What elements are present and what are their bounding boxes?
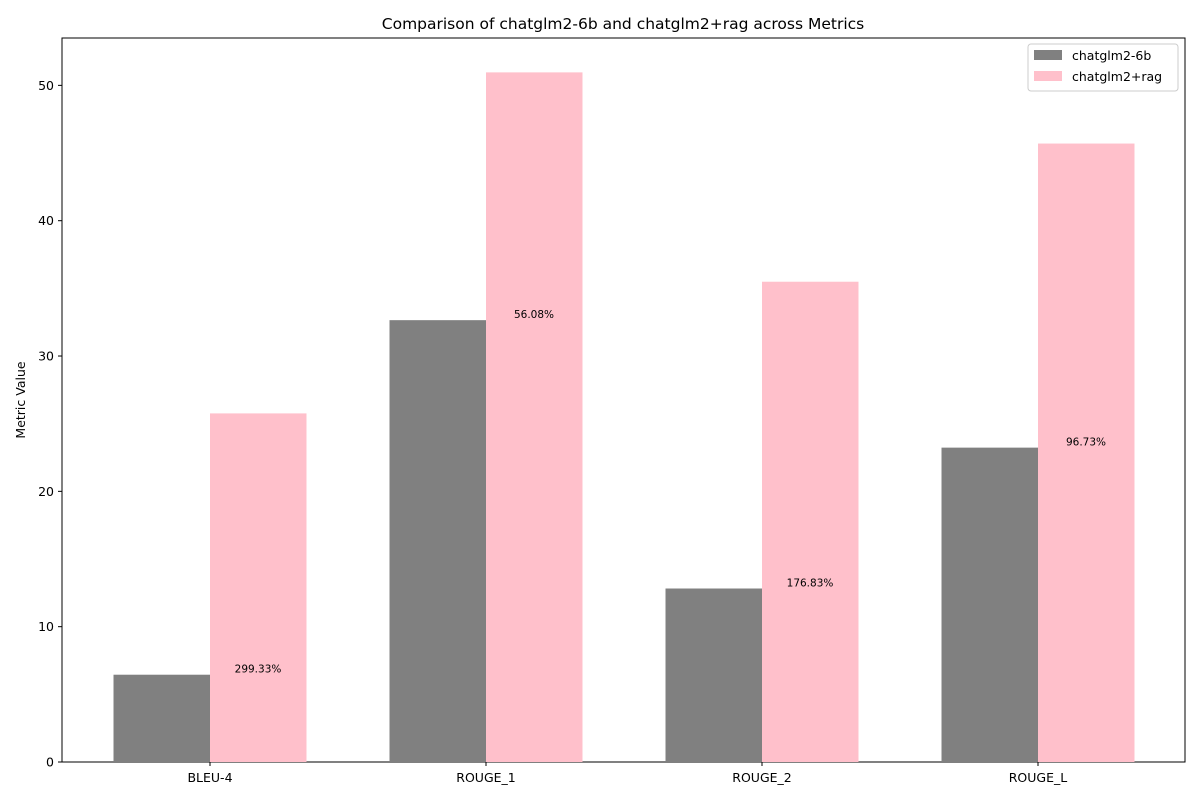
- legend-frame: [1027, 43, 1179, 92]
- x-tick-label: ROUGE_1: [456, 770, 515, 785]
- bar-chatglm2-rag-bleu-4: [210, 413, 307, 762]
- improvement-annotation: 299.33%: [235, 664, 282, 676]
- bar-chatglm2-6b-rouge-1: [389, 320, 486, 762]
- y-tick-label: 40: [38, 213, 54, 228]
- y-tick-label: 50: [38, 78, 54, 93]
- bar-chatglm2-6b-rouge-2: [665, 588, 762, 762]
- plot-area-frame: [61, 37, 1186, 763]
- chart-title: Comparison of chatglm2-6b and chatglm2+r…: [382, 15, 864, 33]
- y-axis-label: Metric Value: [13, 361, 28, 438]
- y-tick-label: 10: [38, 619, 54, 634]
- bar-chatglm2-6b-rouge-l: [941, 447, 1038, 762]
- improvement-annotation: 56.08%: [514, 309, 554, 321]
- bar-chatglm2-rag-rouge-l: [1038, 143, 1135, 762]
- x-tick-label: BLEU-4: [187, 770, 232, 785]
- improvement-annotation: 176.83%: [787, 578, 834, 590]
- bars: [113, 72, 1135, 762]
- legend-label-chatglm2-rag: chatglm2+rag: [1072, 69, 1162, 84]
- x-tick-label: ROUGE_2: [732, 770, 791, 785]
- y-tick-label: 20: [38, 484, 54, 499]
- y-axis: 0 10 20 30 40 50: [38, 78, 62, 770]
- annotations: 299.33% 56.08% 176.83% 96.73%: [235, 309, 1106, 676]
- legend-swatch-chatglm2-rag: [1034, 71, 1062, 81]
- x-tick-label: ROUGE_L: [1009, 770, 1068, 785]
- legend: chatglm2-6b chatglm2+rag: [1027, 43, 1179, 92]
- legend-label-chatglm2-6b: chatglm2-6b: [1072, 48, 1151, 63]
- bar-chatglm2-6b-bleu-4: [113, 674, 210, 762]
- bar-chatglm2-rag-rouge-2: [762, 281, 859, 762]
- y-tick-label: 0: [46, 755, 54, 770]
- improvement-annotation: 96.73%: [1066, 437, 1106, 449]
- legend-swatch-chatglm2-6b: [1034, 50, 1062, 60]
- bar-chatglm2-rag-rouge-1: [486, 72, 583, 762]
- y-tick-label: 30: [38, 349, 54, 364]
- x-axis: BLEU-4 ROUGE_1 ROUGE_2 ROUGE_L: [187, 762, 1067, 785]
